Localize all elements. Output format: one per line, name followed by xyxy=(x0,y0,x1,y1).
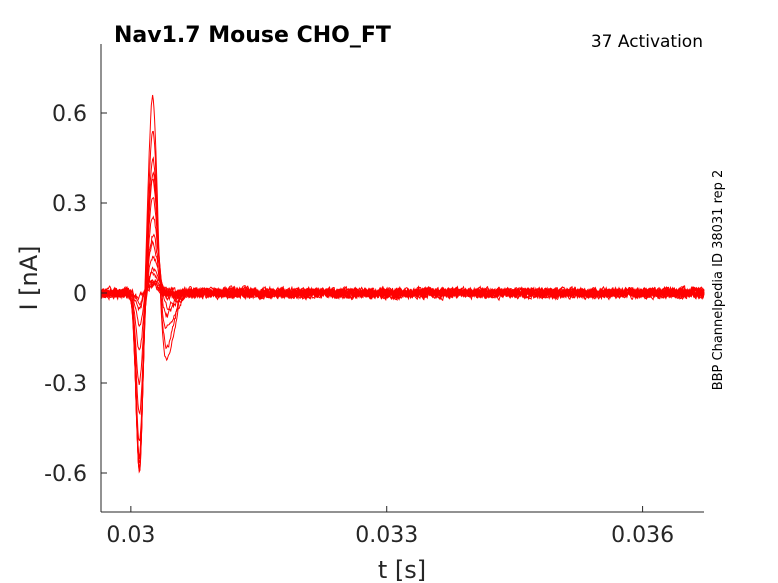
current-trace xyxy=(100,278,705,328)
y-tick-label: 0 xyxy=(73,282,87,307)
chart-subtitle: 37 Activation xyxy=(591,32,703,52)
current-trace xyxy=(100,178,705,471)
y-tick-label: -0.6 xyxy=(44,462,87,487)
channelpedia-id-note: BBP Channelpedia ID 38031 rep 2 xyxy=(711,170,726,391)
current-trace xyxy=(100,196,705,471)
current-trace xyxy=(100,171,705,474)
y-tick-label: 0.3 xyxy=(52,192,87,217)
y-tick-label: 0.6 xyxy=(52,102,87,127)
traces-layer xyxy=(100,94,705,474)
current-trace xyxy=(100,156,705,469)
ticks-layer: 0.03 0.033 0.036 -0.6 -0.3 0 0.3 0.6 xyxy=(44,102,674,548)
axes-layer xyxy=(100,44,704,513)
current-trace xyxy=(100,271,705,351)
y-axis-label: I [nA] xyxy=(15,245,43,310)
current-trace xyxy=(100,255,705,416)
x-axis-label: t [s] xyxy=(378,556,426,583)
x-tick-label: 0.03 xyxy=(106,523,155,548)
x-tick-label: 0.033 xyxy=(355,523,418,548)
y-tick-label: -0.3 xyxy=(44,372,87,397)
x-tick-label: 0.036 xyxy=(611,523,674,548)
current-trace xyxy=(100,266,705,385)
current-trace xyxy=(100,215,705,469)
current-trace xyxy=(100,94,705,458)
chart-title: Nav1.7 Mouse CHO_FT xyxy=(114,23,391,48)
current-trace xyxy=(100,233,705,460)
current-trace xyxy=(100,239,705,442)
